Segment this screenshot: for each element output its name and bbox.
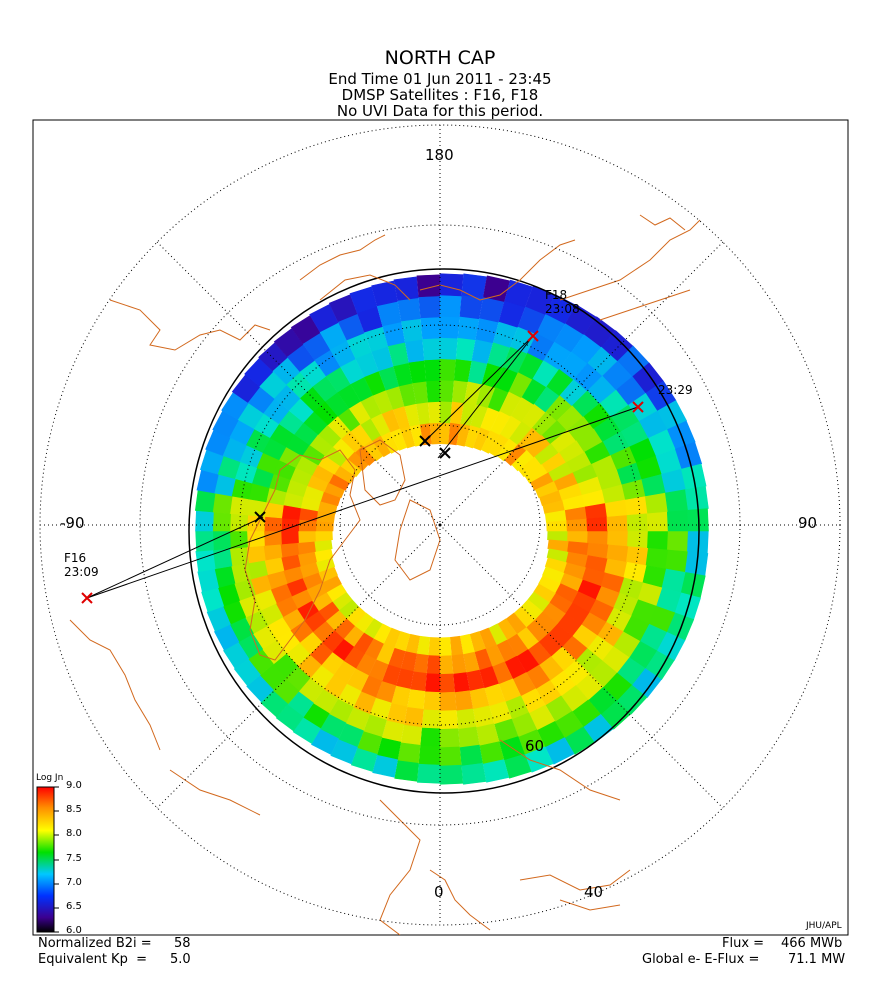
f16-sat-name: F16 — [64, 551, 87, 565]
b2i-label: Normalized B2i = — [38, 936, 152, 951]
b2i-value: 58 — [174, 936, 191, 951]
pass-markers — [81, 330, 644, 604]
legend-tick-8.5: 8.5 — [66, 804, 82, 815]
lon-label-0: 0 — [434, 883, 444, 901]
legend-tick-9.0: 9.0 — [66, 780, 82, 791]
f18-pass-time: 23:08 — [545, 302, 580, 316]
satellite-tracks — [86, 335, 639, 599]
end-time-line: End Time 01 Jun 2011 - 23:45 — [328, 70, 552, 88]
lon-label-90: 90 — [798, 514, 818, 532]
legend-title: Log Jn — [36, 773, 64, 783]
lon-label-minus90: -90 — [60, 514, 85, 532]
eflux-label: Global e- E-Flux = — [642, 952, 760, 967]
lat-label-40: 40 — [584, 883, 604, 901]
uvi-note-line: No UVI Data for this period. — [336, 102, 544, 120]
page-title: NORTH CAP — [384, 47, 496, 69]
lon-label-180: 180 — [425, 146, 454, 164]
legend-tick-7.0: 7.0 — [66, 877, 82, 888]
lat-label-60: 60 — [525, 737, 545, 755]
credit-label: JHU/APL — [806, 921, 842, 931]
legend-tick-6.0: 6.0 — [66, 925, 82, 936]
legend-tick-7.5: 7.5 — [66, 853, 82, 864]
eflux-value: 71.1 MW — [788, 952, 846, 967]
legend-tick-6.5: 6.5 — [66, 901, 82, 912]
f16-pass-time: 23:09 — [64, 565, 99, 579]
auroral-oval — [188, 268, 709, 794]
kp-label: Equivalent Kp = — [38, 952, 147, 967]
flux-value: 466 MWb — [781, 936, 843, 951]
colorbar — [36, 786, 55, 933]
colorbar-ticks — [54, 786, 59, 933]
legend-tick-8.0: 8.0 — [66, 828, 82, 839]
f18-sat-name: F18 — [545, 288, 568, 302]
flux-label: Flux = — [722, 936, 765, 951]
kp-value: 5.0 — [170, 952, 191, 967]
satellites-line: DMSP Satellites : F16, F18 — [341, 86, 539, 104]
pass-time-2329: 23:29 — [658, 383, 693, 397]
map-frame — [32, 119, 849, 936]
